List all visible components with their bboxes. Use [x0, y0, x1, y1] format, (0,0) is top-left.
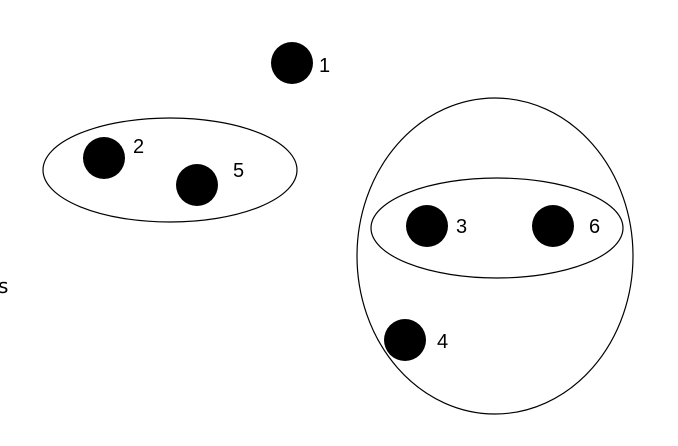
group-3-6 — [370, 177, 624, 279]
group-2-5 — [42, 117, 298, 223]
node-4-label: 4 — [437, 331, 448, 353]
node-5 — [176, 164, 218, 206]
group-3-4-6 — [356, 97, 634, 415]
node-1-label: 1 — [319, 55, 330, 77]
node-6 — [532, 205, 574, 247]
side-label: s — [0, 274, 8, 298]
node-3-label: 3 — [456, 216, 467, 238]
node-2 — [83, 137, 125, 179]
node-1 — [271, 42, 313, 84]
node-5-label: 5 — [233, 160, 244, 182]
node-6-label: 6 — [589, 216, 600, 238]
node-4 — [384, 319, 426, 361]
node-2-label: 2 — [133, 136, 144, 158]
node-3 — [406, 205, 448, 247]
